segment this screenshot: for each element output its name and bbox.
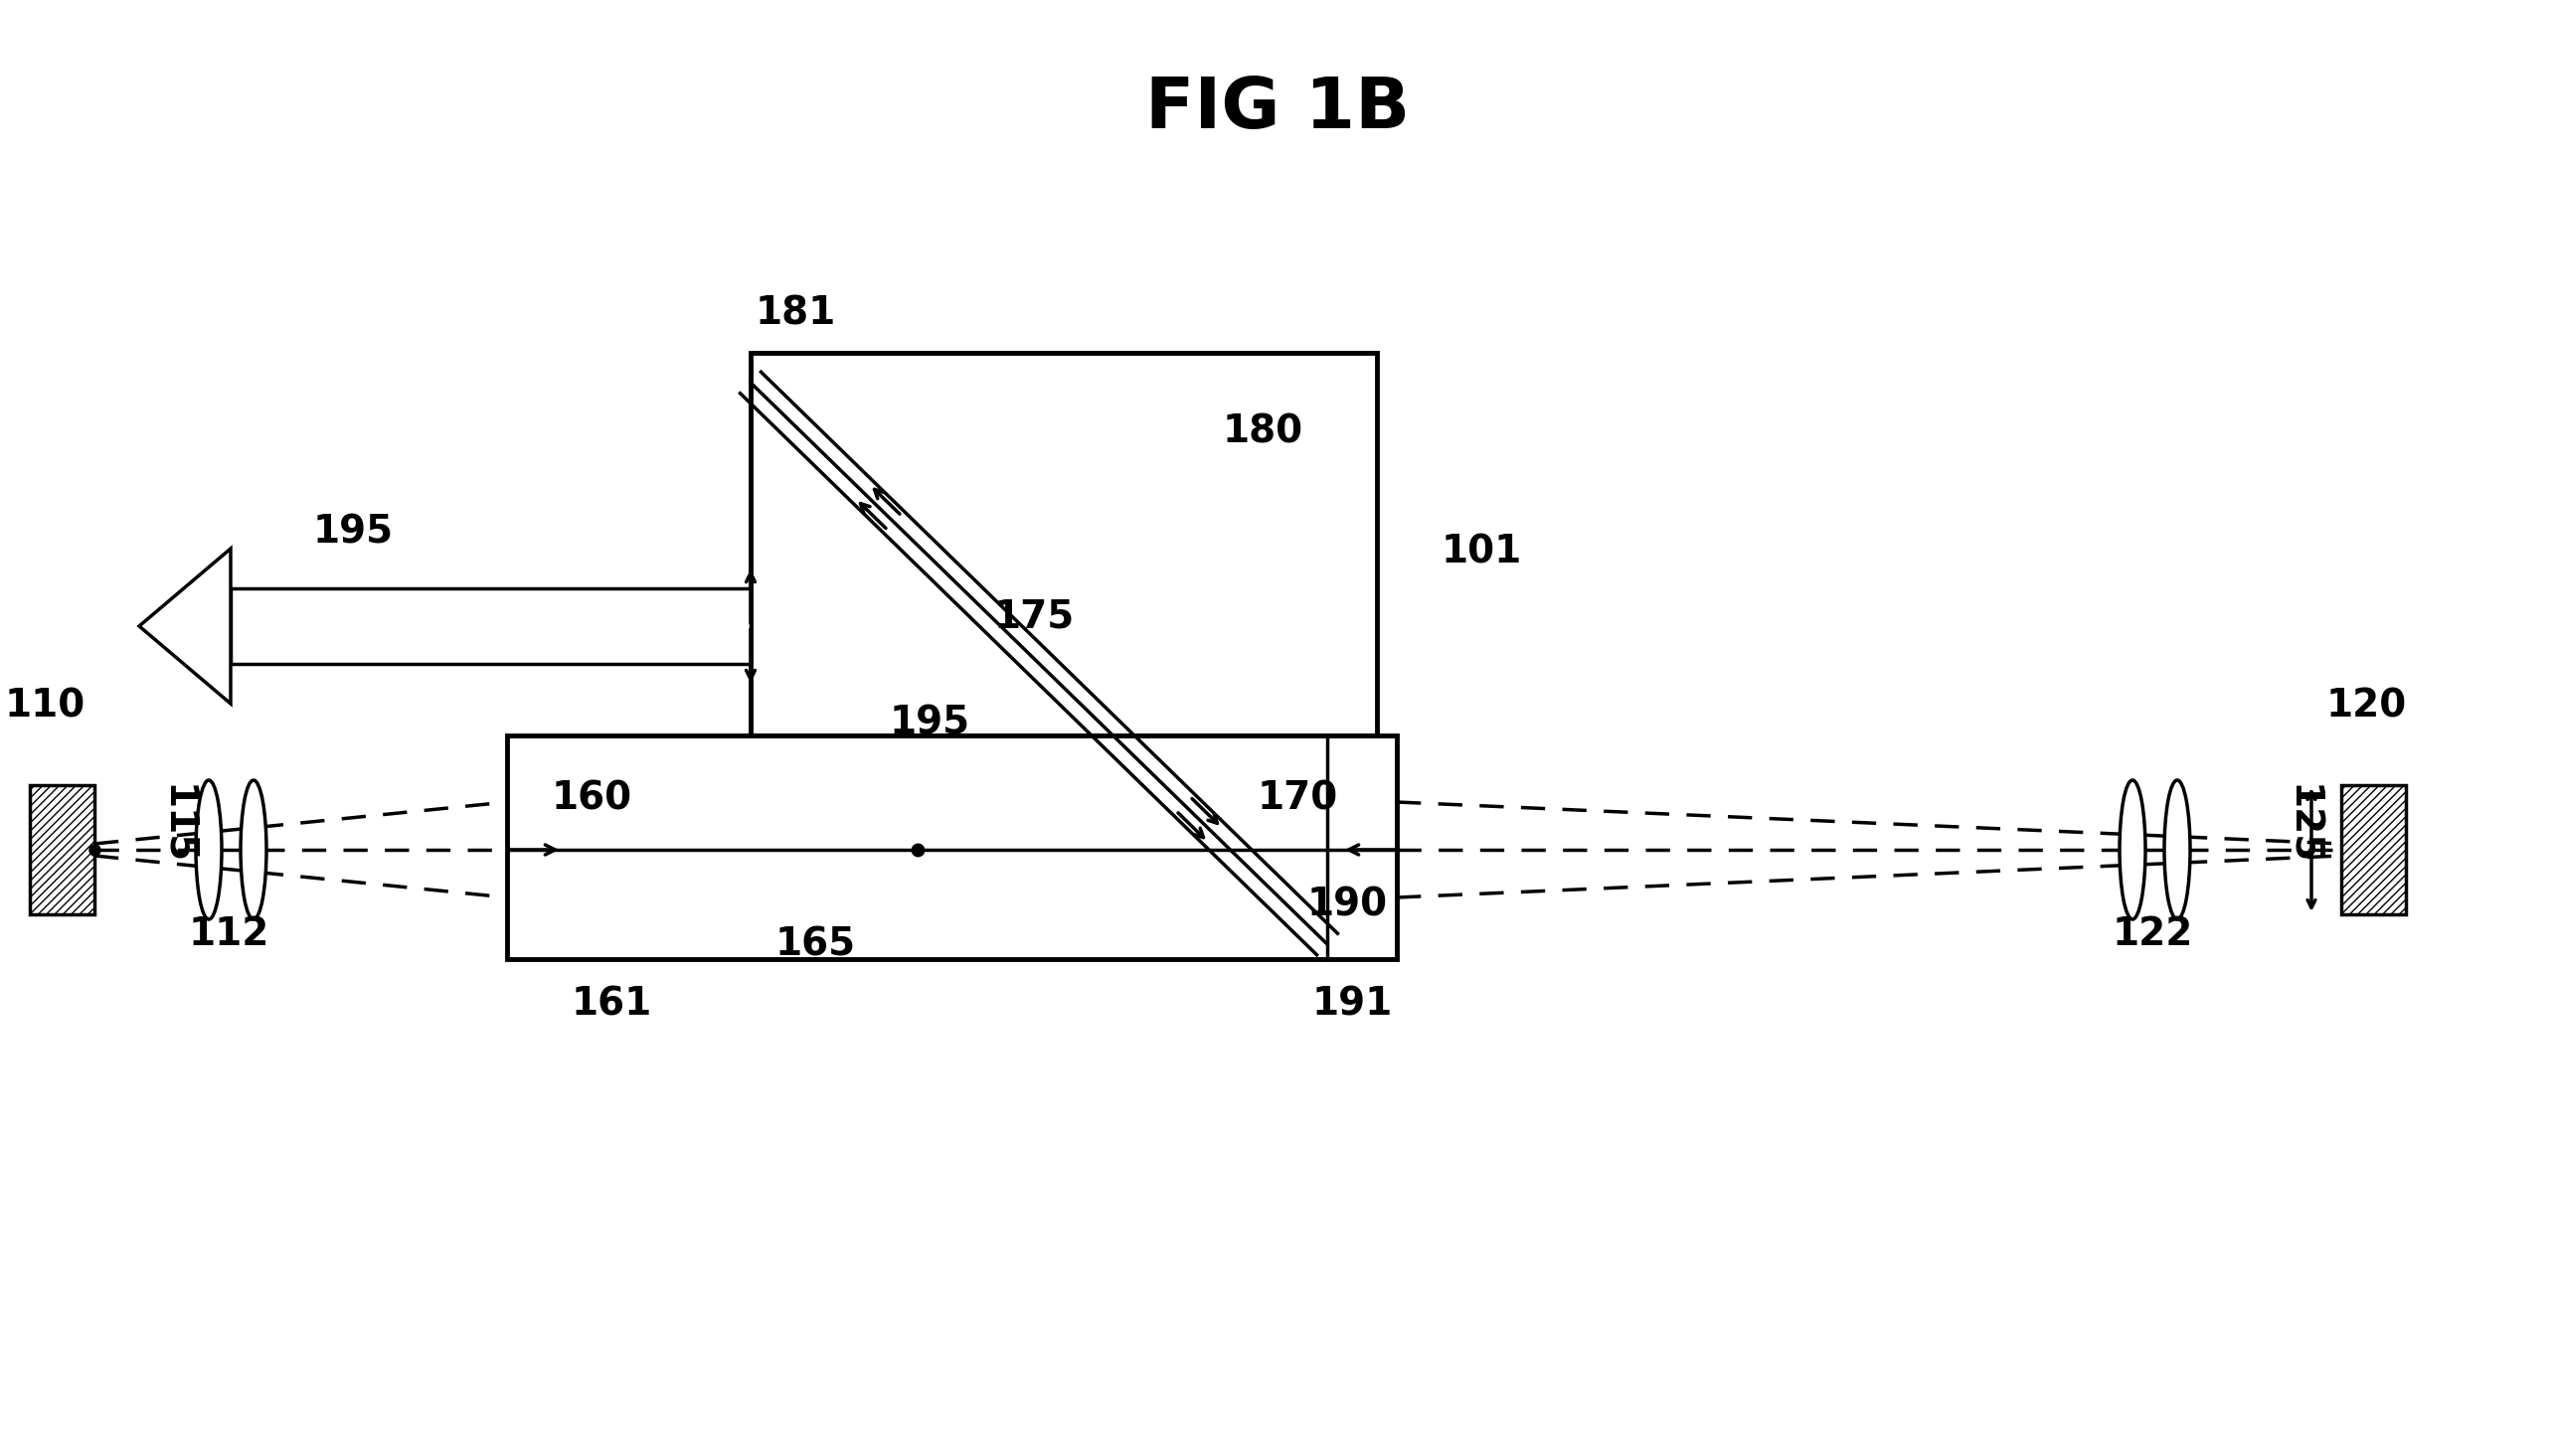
Text: 195: 195 [312, 513, 394, 550]
Ellipse shape [240, 780, 266, 919]
Text: 125: 125 [2283, 785, 2321, 865]
Bar [506, 735, 1396, 960]
Text: 115: 115 [158, 785, 197, 865]
Text: 101: 101 [1442, 533, 1523, 571]
Bar [230, 588, 751, 664]
Text: 170: 170 [1258, 779, 1339, 817]
Ellipse shape [2119, 780, 2144, 919]
Text: 180: 180 [1222, 414, 1304, 451]
Ellipse shape [2165, 780, 2190, 919]
Text: 112: 112 [189, 916, 268, 954]
Text: 160: 160 [552, 779, 631, 817]
Text: 190: 190 [1306, 885, 1388, 923]
Text: 122: 122 [2111, 916, 2193, 954]
Text: 195: 195 [889, 703, 969, 741]
Bar [2341, 785, 2405, 914]
Text: 165: 165 [774, 925, 856, 962]
Ellipse shape [197, 780, 222, 919]
Text: 175: 175 [994, 597, 1074, 635]
Text: 120: 120 [2326, 687, 2408, 725]
Text: 161: 161 [573, 984, 652, 1022]
Bar [751, 352, 1378, 735]
Text: 110: 110 [5, 687, 87, 725]
Text: FIG 1B: FIG 1B [1145, 74, 1411, 143]
Polygon shape [138, 549, 230, 703]
Text: 181: 181 [757, 294, 836, 332]
Bar [31, 785, 95, 914]
Text: 191: 191 [1311, 984, 1393, 1022]
